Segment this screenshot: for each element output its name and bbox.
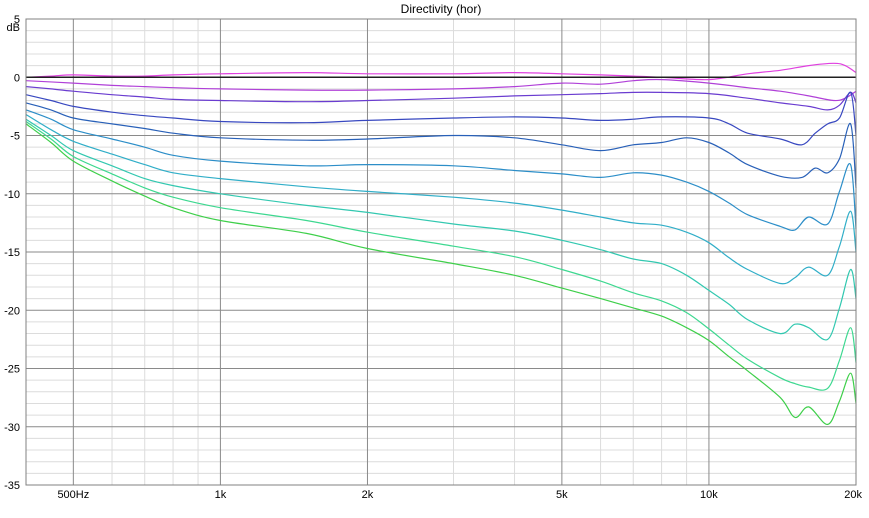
y-tick-label: -35: [4, 480, 20, 492]
y-tick-label: -10: [4, 189, 20, 201]
y-tick-label: -15: [4, 247, 20, 259]
x-tick-label: 500Hz: [57, 489, 89, 501]
series-line-10: [25, 123, 857, 425]
series-line-5: [25, 102, 857, 188]
x-tick-label: 1k: [215, 489, 227, 501]
x-tick-label: 10k: [700, 489, 718, 501]
series-line-3: [25, 86, 857, 111]
y-tick-label: -30: [4, 422, 20, 434]
y-tick-label: 5: [14, 14, 20, 26]
plot-frame: [25, 18, 857, 486]
x-tick-label: 20k: [844, 489, 862, 501]
series-line-2: [25, 78, 857, 102]
series-line-9: [25, 121, 857, 391]
chart-title: Directivity (hor): [401, 2, 482, 16]
x-tick-label: 2k: [362, 489, 374, 501]
series-line-7: [25, 113, 857, 285]
series-line-8: [25, 118, 857, 341]
y-axis-label: dB: [7, 22, 20, 34]
series-line-6: [25, 109, 857, 231]
y-tick-label: -20: [4, 305, 20, 317]
series-line-4: [25, 91, 857, 146]
y-tick-labels: 5 0 -5 -10 -15 -20 -25 -30 -35: [4, 14, 20, 492]
y-tick-label: -5: [10, 131, 20, 143]
y-tick-label: -25: [4, 364, 20, 376]
series-line-1: [25, 62, 857, 81]
x-tick-label: 5k: [556, 489, 568, 501]
series-layer: [25, 62, 857, 425]
y-tick-label: 0: [14, 72, 20, 84]
x-tick-labels: 500Hz 1k 2k 5k 10k 20k: [57, 489, 862, 501]
